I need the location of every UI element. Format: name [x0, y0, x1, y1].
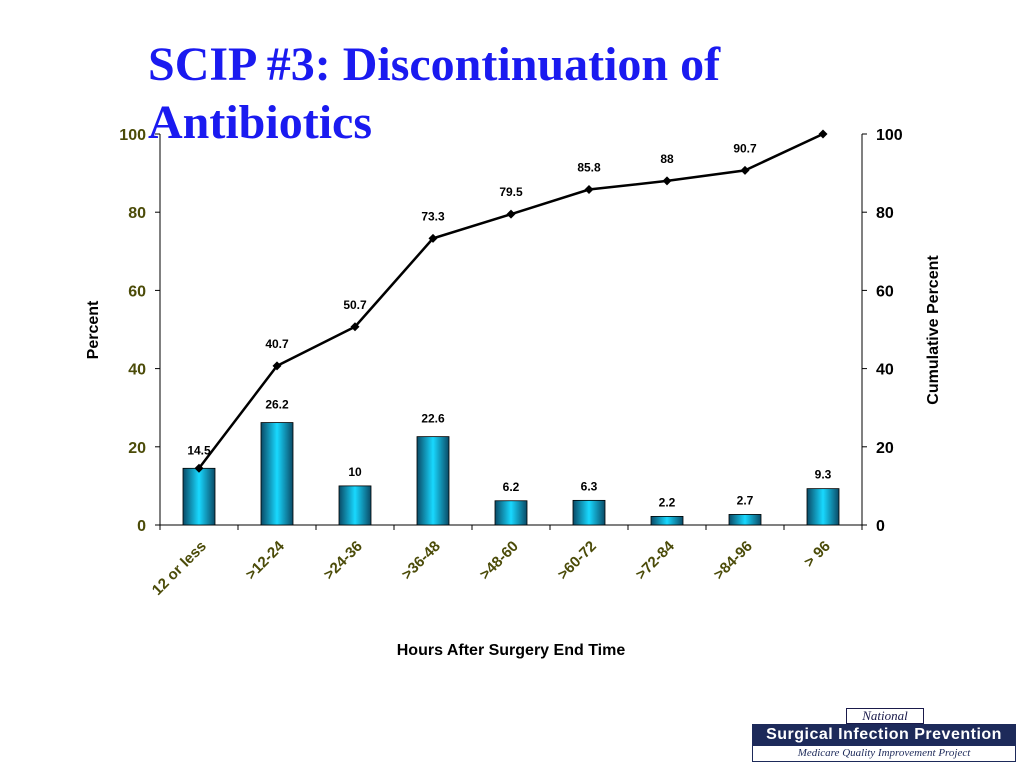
- cumulative-line: [198, 132, 824, 470]
- bar: [416, 436, 450, 526]
- bar: [728, 514, 762, 526]
- line-marker: [272, 361, 282, 371]
- scip-logo: National Surgical Infection Prevention M…: [752, 708, 1016, 768]
- bar: [806, 488, 840, 526]
- x-category-label: >36-48: [398, 538, 443, 583]
- line-value-label: 40.7: [265, 337, 289, 351]
- right-tick-label: 80: [876, 205, 894, 222]
- x-category-label: >24-36: [320, 538, 365, 583]
- bar-value-label: 22.6: [421, 412, 445, 426]
- left-tick-label: 100: [119, 127, 146, 144]
- right-tick-label: 100: [876, 127, 903, 144]
- left-tick-label: 60: [128, 283, 146, 300]
- x-axis: 12 or less >12-24 >24-36 >36-48 >48-60 >60-72…: [149, 524, 863, 599]
- line-marker: [662, 176, 672, 186]
- right-y-axis: 0 20 40 60 80 100: [861, 127, 903, 535]
- bar-value-label: 14.5: [187, 443, 211, 457]
- line-value-label: 88: [660, 152, 674, 166]
- x-category-label: >84-96: [710, 538, 755, 583]
- bar: [572, 499, 606, 526]
- x-category-label: 12 or less: [149, 538, 210, 599]
- bar: [494, 500, 528, 526]
- line-value-label: 90.7: [733, 141, 757, 155]
- line-value-label: 79.5: [499, 185, 523, 199]
- logo-national-text: National: [846, 708, 924, 724]
- line-marker: [584, 185, 594, 195]
- line-value-label: 85.8: [577, 161, 601, 175]
- bar-value-label: 2.2: [659, 495, 676, 509]
- bar-series: [182, 422, 840, 526]
- x-category-label: > 96: [801, 538, 834, 571]
- logo-main-text: Surgical Infection Prevention: [752, 724, 1016, 746]
- bar-value-label: 10: [348, 465, 362, 479]
- right-tick-label: 20: [876, 440, 894, 457]
- line-marker: [194, 463, 204, 473]
- line-value-label: 73.3: [421, 209, 445, 223]
- x-category-label: >12-24: [242, 537, 288, 583]
- left-y-axis: 0 20 40 60 80 100: [119, 127, 161, 535]
- line-marker: [506, 209, 516, 219]
- left-tick-label: 0: [137, 518, 146, 535]
- line-marker: [818, 129, 828, 139]
- data-labels: 14.5 26.2 10 22.6 6.2 6.3 2.2 2.7 9.3 40.7 50.7 73.…: [187, 141, 831, 509]
- bar-value-label: 26.2: [265, 398, 289, 412]
- bar: [182, 467, 216, 526]
- y-axis-title: Percent: [85, 300, 102, 359]
- line-marker: [428, 233, 438, 243]
- bar-value-label: 6.2: [503, 480, 520, 494]
- bar-value-label: 6.3: [581, 479, 598, 493]
- x-category-label: >72-84: [632, 537, 678, 583]
- line-marker: [740, 165, 750, 175]
- right-tick-label: 60: [876, 283, 894, 300]
- line-marker: [350, 322, 360, 332]
- x-category-label: >60-72: [554, 538, 599, 583]
- x-axis-title: Hours After Surgery End Time: [397, 642, 626, 659]
- right-tick-label: 0: [876, 518, 885, 535]
- right-tick-label: 40: [876, 362, 894, 379]
- left-tick-label: 80: [128, 205, 146, 222]
- bar: [650, 515, 684, 526]
- line-value-label: 50.7: [343, 298, 367, 312]
- y2-axis-title: Cumulative Percent: [925, 255, 942, 405]
- left-tick-label: 20: [128, 440, 146, 457]
- bar-value-label: 9.3: [815, 468, 832, 482]
- logo-sub-text: Medicare Quality Improvement Project: [752, 746, 1016, 762]
- x-category-label: >48-60: [476, 538, 521, 583]
- cumulative-line-series: [194, 129, 828, 473]
- bar: [338, 485, 372, 526]
- bar-value-label: 2.7: [737, 493, 754, 507]
- bar: [260, 422, 294, 526]
- slide-title: SCIP #3: Discontinuation of Antibiotics: [148, 38, 721, 149]
- left-tick-label: 40: [128, 362, 146, 379]
